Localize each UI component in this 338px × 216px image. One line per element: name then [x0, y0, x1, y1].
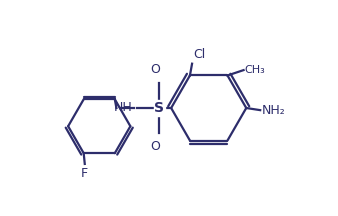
Text: O: O: [150, 64, 161, 76]
Text: Cl: Cl: [193, 48, 206, 61]
Text: NH₂: NH₂: [261, 104, 285, 117]
Text: O: O: [150, 140, 161, 152]
Text: S: S: [154, 101, 164, 115]
Text: F: F: [81, 167, 88, 180]
Text: CH₃: CH₃: [245, 65, 265, 75]
Text: NH: NH: [114, 102, 133, 114]
